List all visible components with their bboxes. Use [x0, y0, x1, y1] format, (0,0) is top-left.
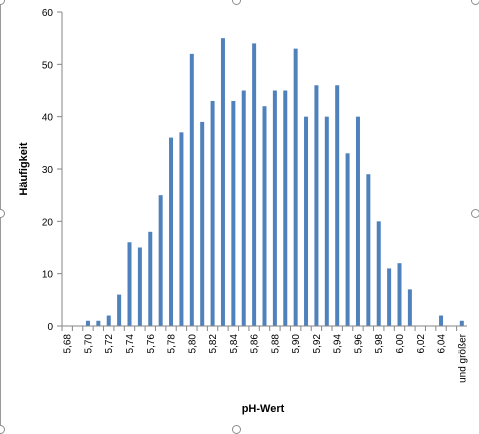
x-tick-label: 5,88 [270, 334, 281, 354]
bar [148, 231, 153, 326]
resize-handle-top-right[interactable] [471, 0, 479, 5]
bar [210, 100, 215, 326]
bar [345, 153, 350, 326]
resize-handle-top-left[interactable] [0, 0, 5, 5]
x-tick-label: 6,00 [395, 334, 406, 354]
x-tick-label: 5,76 [146, 334, 157, 354]
bar [293, 48, 298, 327]
bar [459, 320, 464, 326]
y-tick-label: 30 [42, 165, 54, 176]
y-tick-label: 50 [42, 60, 54, 71]
y-tick-label: 60 [42, 8, 54, 19]
y-tick-label: 0 [47, 322, 53, 333]
bar [189, 53, 194, 326]
bar [314, 85, 319, 327]
bar [272, 90, 277, 326]
resize-handle-top-center[interactable] [232, 0, 241, 5]
bar [262, 106, 267, 326]
bar [252, 43, 257, 327]
bar [117, 294, 122, 326]
bar [220, 38, 225, 327]
bar [200, 121, 205, 327]
bar [304, 116, 309, 327]
x-tick-label: und größer [457, 333, 468, 383]
bar [179, 132, 184, 326]
x-tick-label: 5,72 [104, 334, 115, 354]
x-tick-label: 5,84 [229, 334, 240, 354]
bar [106, 315, 111, 326]
bar [355, 116, 360, 327]
x-tick-label: 5,80 [187, 334, 198, 354]
resize-handle-middle-left[interactable] [0, 209, 5, 218]
bar [324, 116, 329, 327]
resize-handle-middle-right[interactable] [471, 209, 479, 218]
y-tick-label: 20 [42, 217, 54, 228]
x-tick-label: 5,86 [250, 334, 261, 354]
y-ticks-group: 0 10 20 30 40 50 60 [42, 8, 62, 333]
bars-group [61, 38, 464, 331]
bar [407, 289, 412, 326]
x-ticks-group: 5,68 5,70 5,72 5,74 5,76 5,78 5,80 5,82 5,84 5,86… [63, 333, 469, 383]
x-tick-label: 5,68 [63, 334, 74, 354]
bar [439, 315, 444, 326]
y-axis-title: Häufigkeit [18, 142, 30, 196]
bar [241, 90, 246, 326]
bar [96, 320, 101, 326]
x-tick-label: 6,02 [416, 334, 427, 354]
x-tick-label: 5,82 [208, 334, 219, 354]
x-tick-label: 5,78 [167, 334, 178, 354]
x-axis-title: pH-Wert [242, 403, 285, 415]
y-tick-label: 40 [42, 113, 54, 124]
x-tick-label: 5,74 [125, 334, 136, 354]
bar [169, 137, 174, 326]
bar [376, 221, 381, 326]
bar [231, 100, 236, 326]
x-tick-label: 5,94 [333, 334, 344, 354]
bar [127, 242, 132, 326]
x-tick-label: 5,96 [353, 334, 364, 354]
x-tick-label: 6,04 [437, 334, 448, 354]
bar [366, 174, 371, 326]
bar [397, 263, 402, 326]
bar [85, 320, 90, 326]
bar [283, 90, 288, 326]
bar [387, 268, 392, 326]
x-tick-label: 5,92 [312, 334, 323, 354]
x-tick-label: 5,98 [374, 334, 385, 354]
bar [158, 195, 163, 326]
x-tick-label: 5,90 [291, 334, 302, 354]
bar [137, 247, 142, 326]
bar [335, 85, 340, 327]
y-tick-label: 10 [42, 270, 54, 281]
x-tick-label: 5,70 [83, 334, 94, 354]
